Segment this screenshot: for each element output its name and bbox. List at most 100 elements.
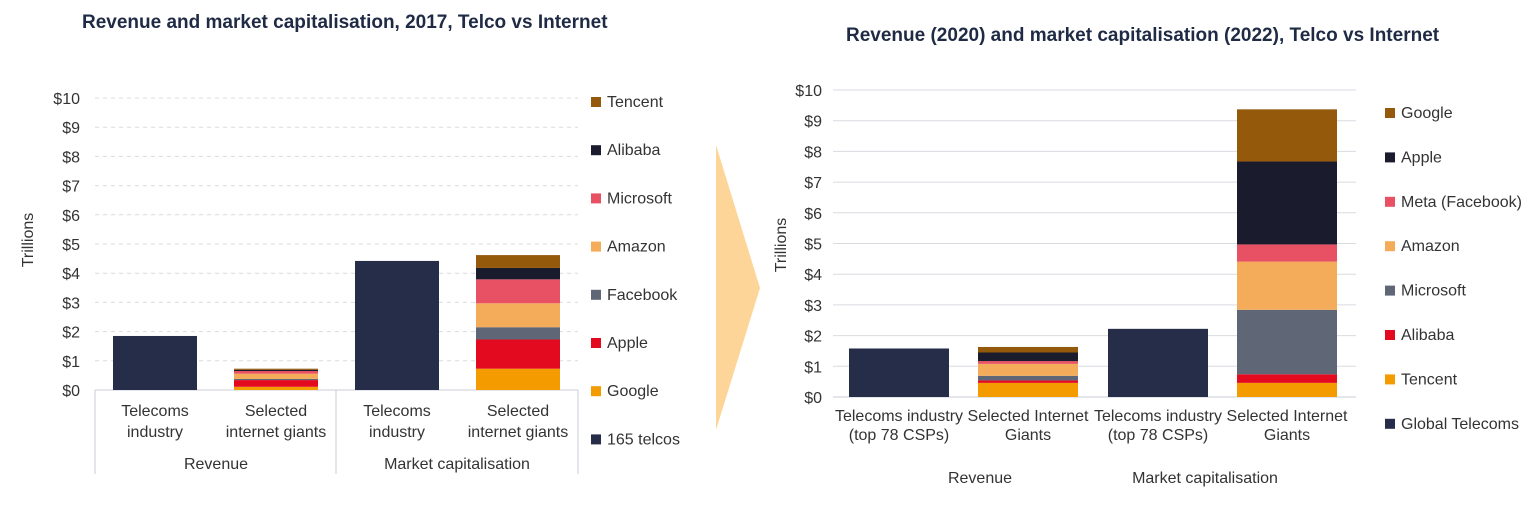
legend-label: Apple xyxy=(607,335,648,352)
legend-swatch xyxy=(1385,108,1395,118)
y-axis-label: Trillions xyxy=(773,218,790,273)
legend-swatch xyxy=(591,193,601,204)
y-tick-label: $8 xyxy=(62,149,80,166)
legend-swatch xyxy=(1385,241,1395,252)
y-tick-label: $4 xyxy=(804,267,822,284)
bar-segment xyxy=(234,371,318,374)
legend-label: Amazon xyxy=(607,239,666,256)
bar-segment xyxy=(978,361,1078,364)
x-category-label: industry xyxy=(369,424,425,441)
bar-segment xyxy=(234,368,318,370)
bar-segment xyxy=(476,339,560,369)
bar-segment xyxy=(1237,374,1337,383)
y-tick-label: $7 xyxy=(804,175,822,192)
bar-segment xyxy=(113,335,197,390)
bar-segment xyxy=(355,260,439,390)
legend-label: Tencent xyxy=(1401,371,1458,388)
bar-segment xyxy=(476,303,560,328)
x-category-label: Giants xyxy=(1264,427,1310,444)
y-tick-label: $5 xyxy=(62,237,80,254)
x-group-label: Market capitalisation xyxy=(1132,470,1278,487)
legend-label: Google xyxy=(1401,105,1453,122)
x-category-label: Selected xyxy=(245,403,307,420)
legend-label: Tencent xyxy=(607,94,664,111)
y-tick-label: $4 xyxy=(62,266,80,283)
y-tick-label: $3 xyxy=(62,295,80,312)
x-group-label: Market capitalisation xyxy=(384,456,530,473)
y-tick-label: $6 xyxy=(62,208,80,225)
y-tick-label: $9 xyxy=(804,114,822,131)
legend-label: 165 telcos xyxy=(607,431,680,448)
chart-left: $0 $1 $2 $3 $4 $5 $6 $7 $8 $9 $10 Trillions Telecoms… xyxy=(20,91,680,474)
x-category-label: internet giants xyxy=(226,424,327,441)
bar-segment xyxy=(234,378,318,381)
chart-title-right: Revenue (2020) and market capitalisation… xyxy=(846,25,1440,46)
bar-segment xyxy=(234,369,318,372)
bar-segment xyxy=(849,348,949,397)
bar-segment xyxy=(476,368,560,390)
legend-swatch xyxy=(1385,285,1395,296)
bar-segment xyxy=(1237,244,1337,262)
x-category-label: internet giants xyxy=(468,424,569,441)
bar-segment xyxy=(1108,328,1208,397)
y-tick-label: $2 xyxy=(804,329,822,346)
bar-segment xyxy=(978,352,1078,362)
y-tick-label: $0 xyxy=(804,390,822,407)
legend-label: Apple xyxy=(1401,149,1442,166)
legend-label: Global Telecoms xyxy=(1401,416,1519,433)
bar-segment xyxy=(476,255,560,268)
bar-segment xyxy=(978,363,1078,376)
y-tick-label: $0 xyxy=(62,383,80,400)
bar-segment xyxy=(476,279,560,304)
bar-segment xyxy=(476,327,560,340)
y-tick-label: $3 xyxy=(804,298,822,315)
legend-swatch xyxy=(591,97,601,107)
legend-label: Alibaba xyxy=(1401,327,1454,344)
x-category-label: (top 78 CSPs) xyxy=(1108,427,1208,444)
legend-swatch xyxy=(591,241,601,252)
legend-label: Microsoft xyxy=(607,190,672,207)
legend-swatch xyxy=(591,289,601,300)
x-category-label: Telecoms industry xyxy=(1094,408,1222,425)
y-tick-label: $9 xyxy=(62,120,80,137)
chart-title-left: Revenue and market capitalisation, 2017,… xyxy=(82,12,608,33)
bar-segment xyxy=(234,386,318,390)
legend-swatch xyxy=(591,386,601,397)
x-group-label: Revenue xyxy=(948,470,1012,487)
y-tick-label: $10 xyxy=(53,91,80,108)
x-category-label: Selected Internet xyxy=(1227,408,1349,425)
legend-label: Facebook xyxy=(607,287,678,304)
legend-label: Google xyxy=(607,383,659,400)
x-category-label: Selected xyxy=(487,403,549,420)
bar-segment xyxy=(1237,109,1337,162)
legend-swatch xyxy=(1385,152,1395,163)
legend-swatch xyxy=(591,434,601,445)
legend-label: Meta (Facebook) xyxy=(1401,194,1522,211)
x-group-label: Revenue xyxy=(184,456,248,473)
x-category-label: Telecoms xyxy=(363,403,431,420)
y-tick-label: $6 xyxy=(804,206,822,223)
y-axis-label: Trillions xyxy=(20,213,37,268)
bar-segment xyxy=(978,375,1078,381)
legend-swatch xyxy=(1385,196,1395,207)
legend-swatch xyxy=(1385,330,1395,340)
x-category-label: Telecoms xyxy=(121,403,189,420)
bar-segment xyxy=(1237,161,1337,245)
bar-segment xyxy=(978,346,1078,353)
bar-segment xyxy=(234,373,318,379)
bar-segment xyxy=(1237,261,1337,310)
legend-swatch xyxy=(591,145,601,156)
y-tick-label: $10 xyxy=(795,83,822,100)
legend-swatch xyxy=(1385,374,1395,385)
bar-segment xyxy=(1237,309,1337,375)
y-tick-label: $5 xyxy=(804,237,822,254)
x-category-label: (top 78 CSPs) xyxy=(849,427,949,444)
y-tick-label: $7 xyxy=(62,179,80,196)
legend-swatch xyxy=(591,338,601,348)
x-category-label: Telecoms industry xyxy=(835,408,963,425)
legend-label: Alibaba xyxy=(607,142,660,159)
bar-segment xyxy=(1237,382,1337,397)
bar-segment xyxy=(978,380,1078,383)
y-tick-label: $2 xyxy=(62,325,80,342)
